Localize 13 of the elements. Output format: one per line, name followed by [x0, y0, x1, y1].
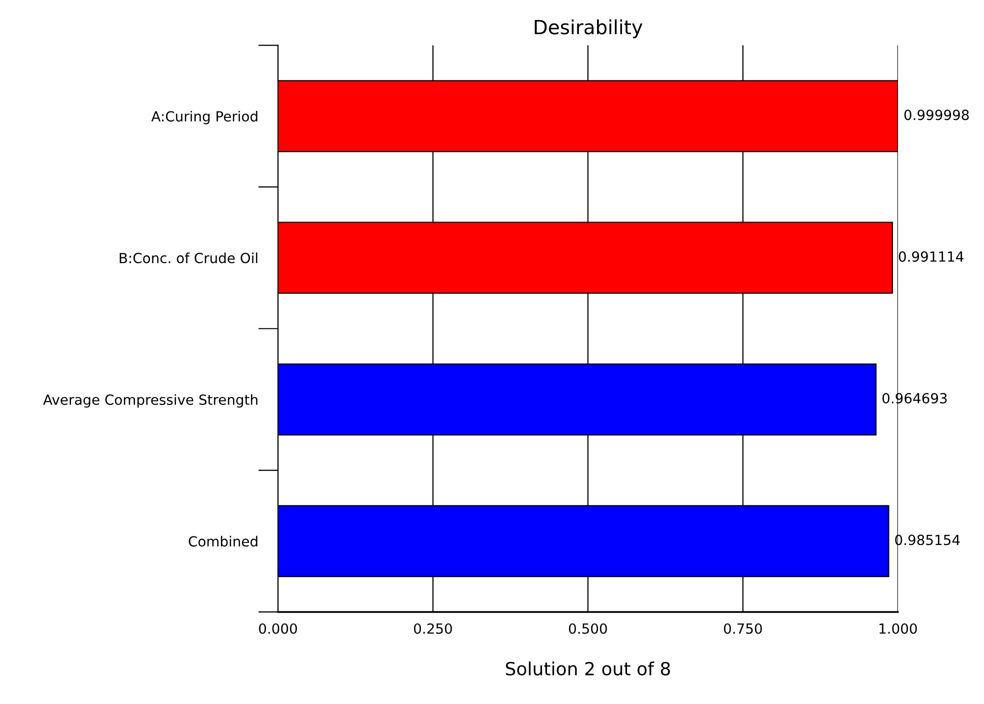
- x-axis-title: Solution 2 out of 8: [506, 662, 670, 676]
- y-tick-label: Combined: [188, 536, 258, 547]
- x-tick-label: 0.750: [724, 623, 762, 634]
- x-tick-label: 0.500: [568, 623, 607, 634]
- x-tick-label: 0.250: [414, 623, 452, 634]
- y-tick-label: A:Curing Period: [151, 110, 258, 124]
- data-label: 0.991114: [898, 251, 964, 262]
- x-tick-label: 0.000: [259, 623, 297, 634]
- y-tick-label: B:Conc. of Crude Oil: [120, 252, 258, 264]
- chart-title: Desirability: [534, 19, 642, 38]
- data-label: 0.999998: [904, 110, 969, 120]
- y-tick-label: Average Compressive Strength: [43, 394, 258, 408]
- x-tick-label: 1.000: [880, 623, 917, 634]
